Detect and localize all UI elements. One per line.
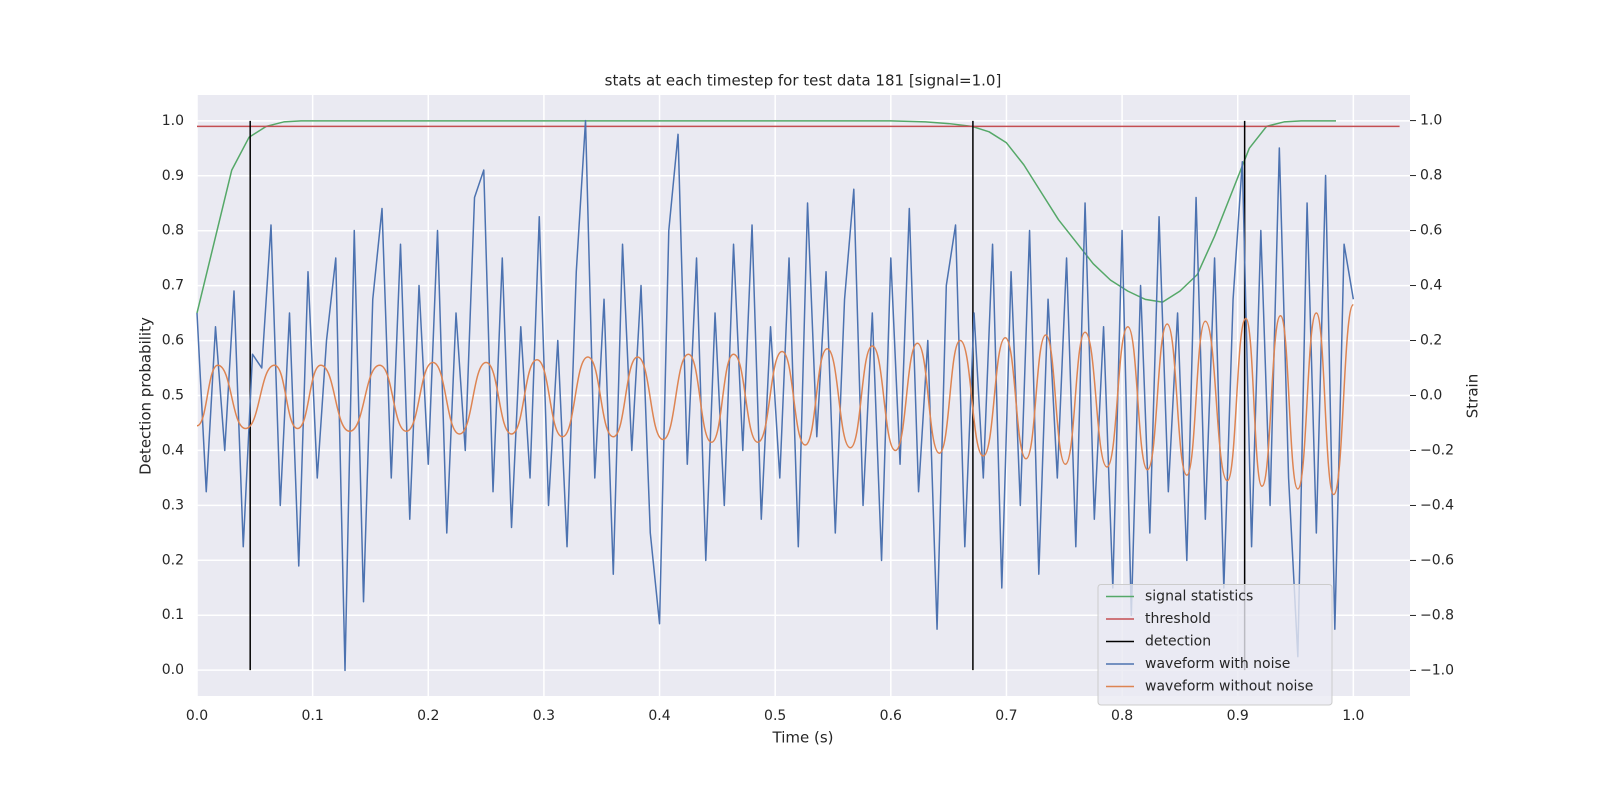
x-tick-label: 0.2 — [417, 708, 439, 724]
x-tick-label: 0.4 — [648, 708, 670, 724]
axes: 0.0 0.1 0.2 0.3 0.4 0.5 0.6 0.7 0.8 0.9 1.0 0.0 0.1 0… — [162, 113, 1454, 724]
y2-tick-label: 0.8 — [1420, 168, 1442, 184]
x-tick-label: 1.0 — [1342, 708, 1364, 724]
y-tick-label: 0.1 — [162, 607, 184, 623]
x-tick-label: 0.6 — [880, 708, 902, 724]
legend-label: threshold — [1145, 611, 1211, 627]
y2-tick-label: 0.4 — [1420, 278, 1442, 294]
legend-label: detection — [1145, 634, 1211, 650]
y2-tick-label: −0.6 — [1420, 552, 1454, 568]
x-tick-label: 0.7 — [995, 708, 1017, 724]
y2-axis-label: Strain — [1464, 374, 1482, 418]
y2-tick-label: −0.8 — [1420, 607, 1454, 623]
legend-box — [1097, 584, 1333, 706]
x-tick-label: 0.8 — [1111, 708, 1133, 724]
series-line — [196, 120, 1336, 314]
legend-label: waveform without noise — [1145, 679, 1313, 695]
y-tick-label: 0.8 — [162, 223, 184, 239]
legend-label: signal statistics — [1145, 589, 1253, 605]
y-tick-label: 0.3 — [162, 497, 184, 513]
x-tick-label: 0.9 — [1227, 708, 1249, 724]
y-tick-label: 0.4 — [162, 442, 184, 458]
x-tick-label: 0.5 — [764, 708, 786, 724]
y2-tick-label: 1.0 — [1420, 113, 1442, 129]
series-line — [196, 304, 1355, 496]
legend-label: waveform with noise — [1145, 656, 1290, 672]
y2-tick-label: 0.0 — [1420, 388, 1442, 404]
y2-tick-label: −0.4 — [1420, 497, 1454, 513]
y-tick-label: 0.9 — [162, 168, 184, 184]
y-tick-label: 0.7 — [162, 278, 184, 294]
marks — [196, 119, 1400, 672]
y2-tick-label: −1.0 — [1420, 662, 1454, 678]
y-tick-label: 0.2 — [162, 552, 184, 568]
y-tick-label: 0.0 — [162, 662, 184, 678]
chart-title: stats at each timestep for test data 181… — [605, 72, 1002, 90]
x-axis-label: Time (s) — [772, 729, 834, 747]
legend: signal statistics threshold detection wavef… — [1097, 584, 1333, 706]
y-tick-label: 0.5 — [162, 388, 184, 404]
x-tick-label: 0.0 — [186, 708, 208, 724]
x-tick-label: 0.1 — [302, 708, 324, 724]
y2-tick-label: 0.6 — [1420, 223, 1442, 239]
y-axis-label: Detection probability — [137, 317, 155, 475]
y-tick-label: 0.6 — [162, 333, 184, 349]
y2-tick-label: −0.2 — [1420, 442, 1454, 458]
series-line — [196, 119, 1355, 672]
x-tick-label: 0.3 — [533, 708, 555, 724]
y2-tick-label: 0.2 — [1420, 333, 1442, 349]
y-tick-label: 1.0 — [162, 113, 184, 129]
